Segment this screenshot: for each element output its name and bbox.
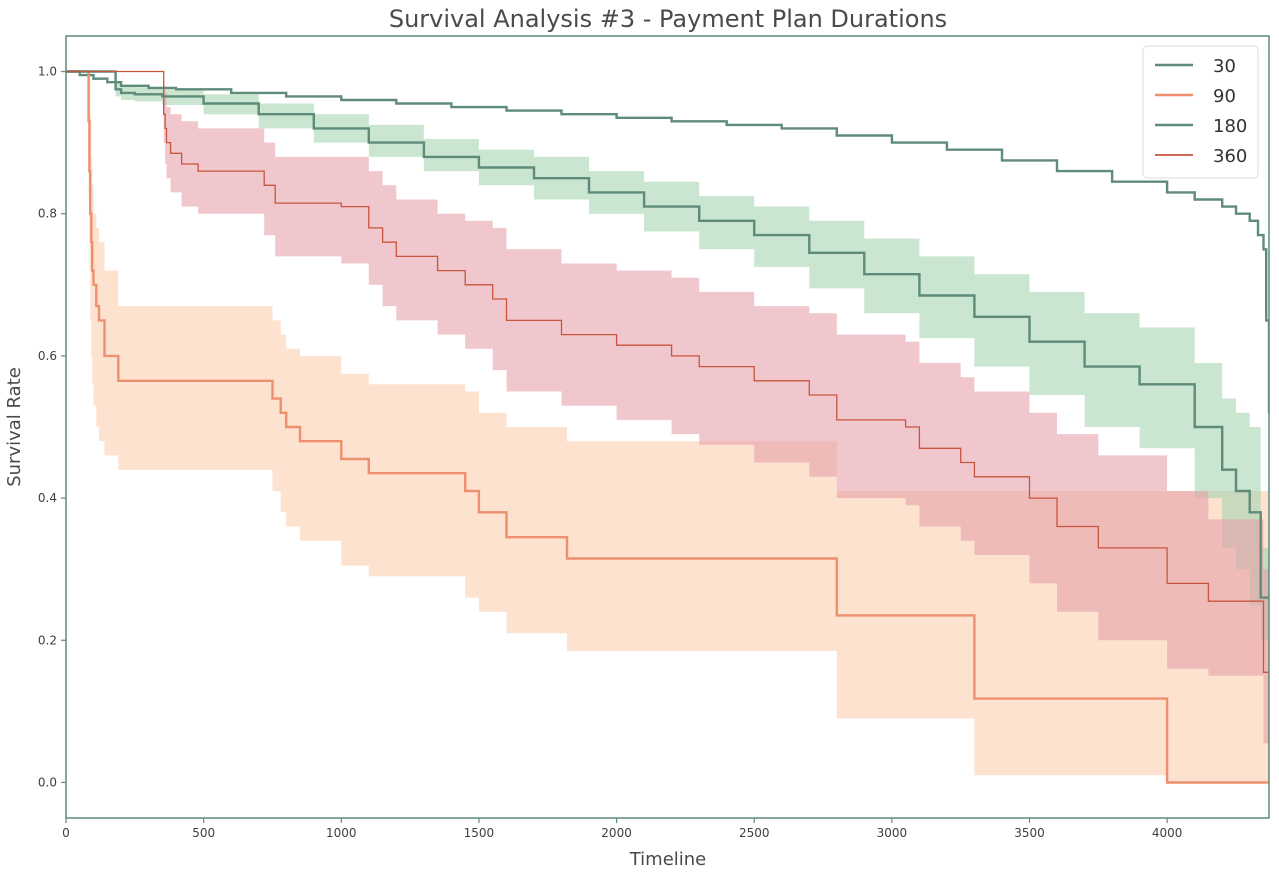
series-line-360 [66,70,1269,783]
x-tick-label: 2000 [601,826,632,840]
y-axis-label: Survival Rate [4,367,25,487]
x-tick-label: 4000 [1152,826,1183,840]
plot-area [66,70,1269,784]
axes: 0 500 1000 1500 2000 2500 3000 3500 4000 0.0 0.2 0.… [38,35,1270,840]
y-tick-label: 0.2 [38,633,57,647]
x-tick-label: 2500 [739,826,770,840]
ci-band-90 [66,71,1269,783]
ci-band-360 [66,71,1269,783]
legend: 30 90 180 360 [1142,45,1259,179]
x-tick-label: 1000 [326,826,357,840]
x-tick-label: 0 [62,826,70,840]
axes-frame [65,35,1270,819]
series-line-30 [66,70,1269,413]
legend-label-360: 360 [1213,146,1247,167]
series-line-90 [66,70,1269,784]
y-tick-label: 1.0 [38,65,57,79]
legend-box [1142,45,1259,179]
series-line-180 [66,70,1269,599]
chart-title: Survival Analysis #3 - Payment Plan Dura… [389,5,947,33]
x-tick-label: 3500 [1014,826,1045,840]
legend-label-30: 30 [1213,56,1236,77]
ci-band-180 [66,71,1269,641]
legend-label-180: 180 [1213,116,1247,137]
y-tick-label: 0.8 [38,207,57,221]
y-tick-label: 0.6 [38,349,57,363]
x-axis-label: Timeline [629,849,707,870]
x-tick-label: 500 [192,826,215,840]
y-tick-label: 0.4 [38,491,57,505]
legend-label-90: 90 [1213,86,1236,107]
x-tick-label: 1500 [464,826,495,840]
y-tick-label: 0.0 [38,775,57,789]
x-tick-label: 3000 [877,826,908,840]
